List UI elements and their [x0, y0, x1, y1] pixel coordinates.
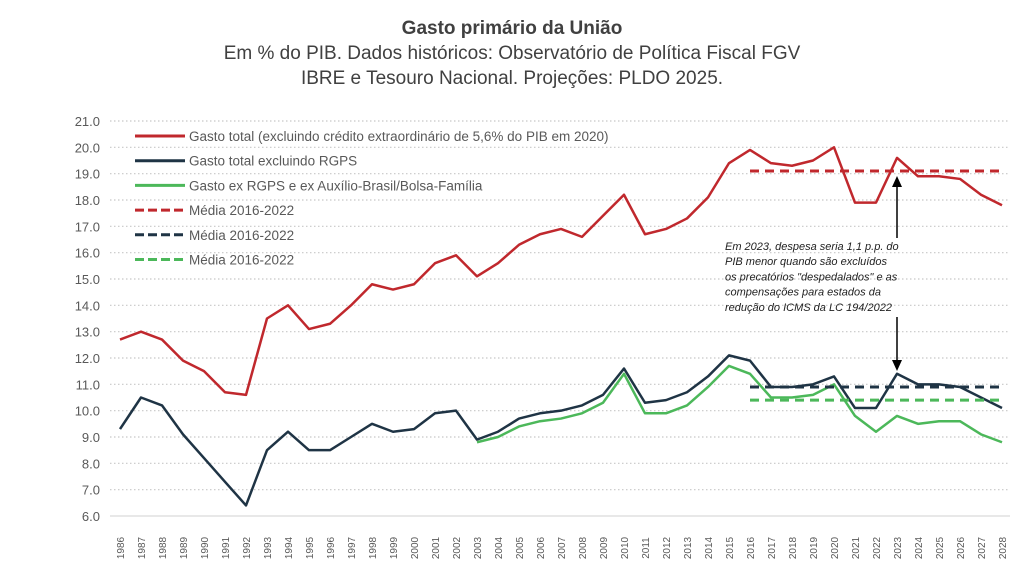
legend-label: Média 2016-2022: [189, 253, 294, 268]
y-tick-label: 21.0: [75, 114, 100, 129]
x-tick-label: 2021: [851, 536, 862, 559]
x-tick-label: 2019: [809, 536, 820, 559]
y-tick-label: 12.0: [75, 351, 100, 366]
x-tick-label: 1998: [368, 536, 379, 559]
x-tick-label: 2026: [956, 536, 967, 559]
y-tick-label: 19.0: [75, 167, 100, 182]
x-tick-label: 1992: [242, 536, 253, 559]
legend-label: Média 2016-2022: [189, 228, 294, 243]
x-tick-label: 2014: [704, 536, 715, 559]
x-tick-label: 1997: [347, 536, 358, 559]
x-tick-label: 2024: [914, 536, 925, 559]
x-tick-label: 2023: [893, 536, 904, 559]
y-tick-label: 7.0: [82, 483, 100, 498]
x-tick-label: 2002: [452, 536, 463, 559]
x-tick-label: 2016: [746, 536, 757, 559]
legend-label: Gasto total excluindo RGPS: [189, 154, 357, 169]
x-tick-label: 1999: [389, 536, 400, 559]
x-tick-label: 2025: [935, 536, 946, 559]
series-line-0: [119, 146, 1003, 397]
y-tick-label: 20.0: [75, 140, 100, 155]
x-tick-label: 2007: [557, 536, 568, 559]
annotation-text-line: PIB menor quando são excluídos: [725, 256, 888, 268]
legend-label: Média 2016-2022: [189, 203, 294, 218]
x-tick-label: 1990: [200, 536, 211, 559]
x-tick-label: 2017: [767, 536, 778, 559]
x-tick-label: 1986: [116, 536, 127, 559]
arrowhead-down-icon: [892, 360, 902, 371]
y-tick-label: 10.0: [75, 404, 100, 419]
y-tick-label: 8.0: [82, 456, 100, 471]
annotation-text-line: os precatórios "despedalados" e as: [725, 271, 898, 283]
arrowhead-up-icon: [892, 176, 902, 187]
x-tick-label: 2013: [683, 536, 694, 559]
x-tick-label: 1993: [263, 536, 274, 559]
series-line-2: [476, 364, 1003, 444]
y-tick-label: 15.0: [75, 272, 100, 287]
annotation-text-line: redução do ICMS da LC 194/2022: [725, 302, 892, 314]
x-tick-label: 2009: [599, 536, 610, 559]
x-tick-label: 2028: [998, 536, 1009, 559]
x-tick-label: 2001: [431, 536, 442, 559]
chart-subtitle-line-2: IBRE e Tesouro Nacional. Projeções: PLDO…: [300, 68, 724, 89]
x-tick-label: 1988: [158, 536, 169, 559]
annotation-text-line: Em 2023, despesa seria 1,1 p.p. do: [725, 241, 899, 253]
x-tick-label: 2004: [494, 536, 505, 559]
x-tick-label: 1995: [305, 536, 316, 559]
y-tick-label: 17.0: [75, 219, 100, 234]
y-tick-label: 14.0: [75, 298, 100, 313]
x-tick-label: 2003: [473, 536, 484, 559]
y-tick-label: 18.0: [75, 193, 100, 208]
y-tick-label: 16.0: [75, 246, 100, 261]
x-tick-label: 2020: [830, 536, 841, 559]
x-tick-label: 2005: [515, 536, 526, 559]
x-tick-label: 1991: [221, 536, 232, 559]
chart-subtitle-line-1: Em % do PIB. Dados históricos: Observató…: [223, 43, 801, 64]
legend-label: Gasto ex RGPS e ex Auxílio-Brasil/Bolsa-…: [189, 178, 483, 193]
x-tick-label: 2010: [620, 536, 631, 559]
annotation-text-line: compensações para estados da: [725, 287, 881, 299]
x-tick-label: 2027: [977, 536, 988, 559]
x-tick-label: 2011: [641, 537, 652, 559]
series-line-1: [118, 354, 1003, 507]
y-tick-label: 13.0: [75, 325, 100, 340]
x-tick-label: 2008: [578, 536, 589, 559]
x-tick-label: 2000: [410, 536, 421, 559]
y-tick-label: 6.0: [82, 509, 100, 524]
x-tick-label: 2022: [872, 536, 883, 559]
x-tick-label: 2006: [536, 536, 547, 559]
y-tick-label: 11.0: [76, 377, 100, 392]
legend-label: Gasto total (excluindo crédito extraordi…: [189, 129, 608, 144]
x-tick-label: 1994: [284, 536, 295, 559]
chart-title: Gasto primário da União: [401, 18, 623, 39]
x-tick-label: 1996: [326, 536, 337, 559]
x-tick-label: 2012: [662, 536, 673, 559]
y-tick-label: 9.0: [82, 430, 100, 445]
x-tick-label: 2015: [725, 536, 736, 559]
x-tick-label: 1989: [179, 536, 190, 559]
x-tick-label: 2018: [788, 536, 799, 559]
x-tick-label: 1987: [137, 536, 148, 559]
